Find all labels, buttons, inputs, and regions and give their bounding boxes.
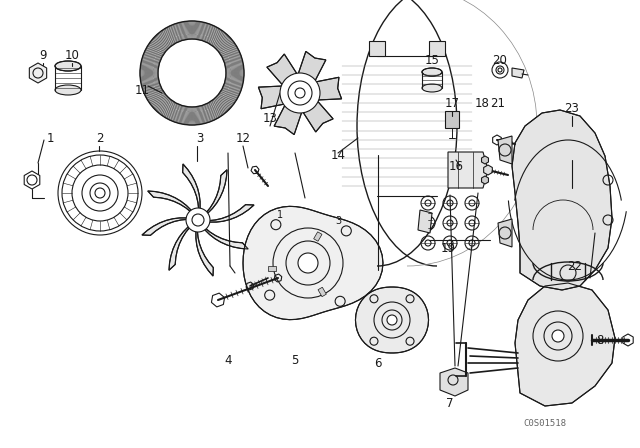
Text: C0S01518: C0S01518: [524, 418, 566, 427]
Polygon shape: [481, 156, 488, 164]
Polygon shape: [429, 41, 445, 56]
Text: 10: 10: [65, 48, 79, 61]
Polygon shape: [201, 170, 227, 218]
Text: 19: 19: [440, 241, 456, 254]
Polygon shape: [142, 218, 194, 235]
Polygon shape: [148, 191, 196, 217]
Polygon shape: [512, 68, 524, 78]
Text: 14: 14: [330, 148, 346, 161]
Text: 1: 1: [277, 210, 283, 220]
Circle shape: [186, 208, 210, 232]
Circle shape: [58, 151, 142, 235]
Ellipse shape: [55, 61, 81, 71]
Bar: [314, 232, 322, 241]
Text: 6: 6: [374, 357, 381, 370]
Text: 7: 7: [446, 396, 454, 409]
Circle shape: [387, 315, 397, 325]
Text: 16: 16: [449, 159, 463, 172]
Polygon shape: [202, 205, 254, 222]
Polygon shape: [196, 224, 213, 276]
Text: 4: 4: [224, 353, 232, 366]
Ellipse shape: [422, 68, 442, 76]
Text: 9: 9: [39, 48, 47, 61]
Circle shape: [498, 68, 502, 72]
Text: 21: 21: [490, 96, 506, 109]
Polygon shape: [484, 165, 492, 175]
Polygon shape: [243, 207, 383, 320]
Text: 20: 20: [493, 53, 508, 66]
Polygon shape: [498, 136, 512, 164]
Polygon shape: [182, 164, 200, 216]
Text: 2: 2: [96, 132, 104, 145]
Text: 5: 5: [291, 353, 299, 366]
Text: 3: 3: [335, 216, 341, 226]
Ellipse shape: [55, 85, 81, 95]
Text: 11: 11: [134, 83, 150, 96]
Polygon shape: [445, 111, 459, 128]
Text: 17: 17: [445, 96, 460, 109]
Text: 22: 22: [568, 259, 582, 272]
Circle shape: [298, 253, 318, 273]
Polygon shape: [369, 41, 385, 56]
Polygon shape: [512, 110, 612, 290]
Polygon shape: [355, 287, 429, 353]
Polygon shape: [481, 176, 488, 184]
Bar: [318, 287, 326, 297]
Text: 12: 12: [236, 132, 250, 145]
Text: 18: 18: [475, 96, 490, 109]
Polygon shape: [418, 210, 432, 233]
Polygon shape: [515, 283, 615, 406]
Polygon shape: [259, 52, 342, 134]
Polygon shape: [448, 152, 488, 188]
Circle shape: [95, 188, 105, 198]
Polygon shape: [200, 223, 248, 249]
Bar: [268, 266, 276, 271]
Polygon shape: [498, 219, 512, 247]
Polygon shape: [169, 223, 195, 270]
Text: 23: 23: [564, 102, 579, 115]
Text: 1: 1: [46, 132, 54, 145]
Circle shape: [280, 73, 320, 113]
Ellipse shape: [422, 84, 442, 92]
Text: 13: 13: [262, 112, 277, 125]
Polygon shape: [440, 368, 468, 396]
Text: 8: 8: [596, 333, 604, 346]
Text: 3: 3: [196, 132, 204, 145]
Circle shape: [552, 330, 564, 342]
Text: 15: 15: [424, 53, 440, 66]
Polygon shape: [29, 63, 47, 83]
